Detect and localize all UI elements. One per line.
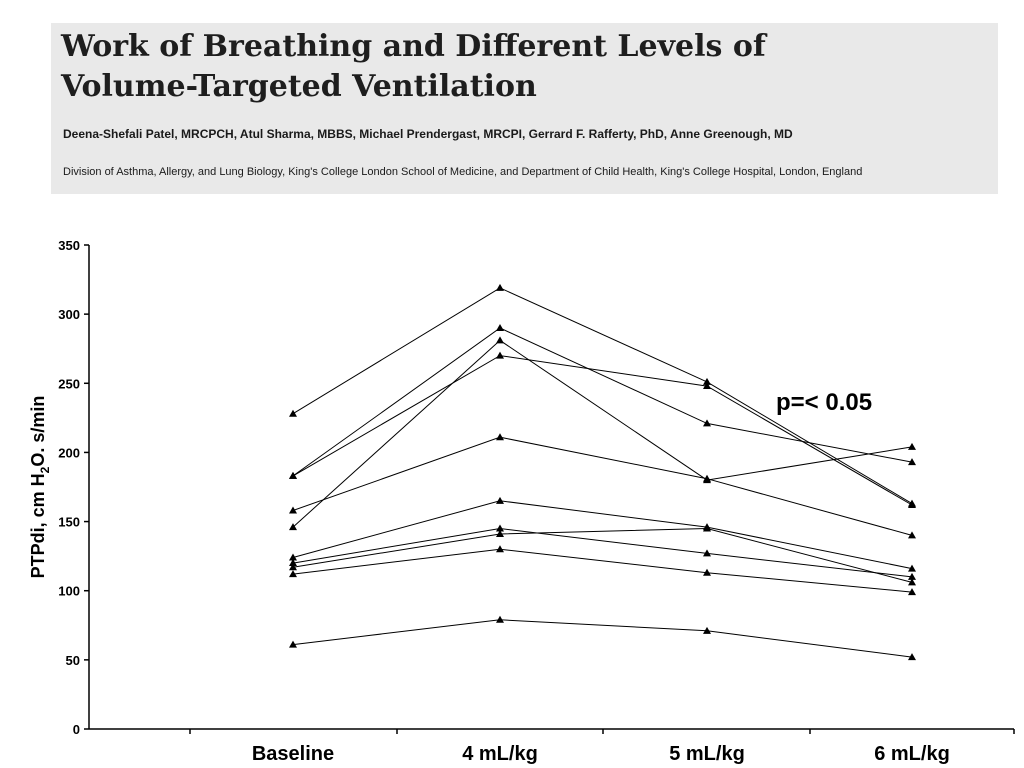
chart-axes — [88, 245, 1014, 730]
data-point-marker — [908, 442, 916, 450]
article-title-line-2: Volume-Targeted Ventilation — [61, 69, 537, 104]
article-header: Work of Breathing and Different Levels o… — [51, 23, 998, 194]
y-tick-label: 150 — [58, 515, 80, 530]
data-point-marker — [496, 524, 504, 532]
data-point-marker — [908, 578, 916, 586]
data-point-marker — [289, 570, 297, 578]
data-point-marker — [289, 553, 297, 561]
series-path — [292, 500, 913, 570]
data-point-marker — [496, 496, 504, 504]
data-point-marker — [908, 653, 916, 661]
y-tick-label: 250 — [58, 376, 80, 391]
x-tick-label: 4 mL/kg — [462, 743, 538, 765]
data-point-marker — [908, 458, 916, 466]
series-line — [289, 615, 916, 661]
x-tick-label: Baseline — [252, 743, 334, 765]
data-point-marker — [289, 563, 297, 571]
series-line — [289, 545, 916, 596]
series-path — [292, 327, 913, 477]
series-line — [289, 433, 916, 539]
data-point-marker — [908, 500, 916, 508]
data-point-marker — [496, 615, 504, 623]
data-point-marker — [289, 471, 297, 479]
author-list: Deena-Shefali Patel, MRCPCH, Atul Sharma… — [63, 127, 793, 141]
data-point-marker — [908, 572, 916, 580]
article-title: Work of Breathing and Different Levels o… — [61, 27, 766, 107]
y-ticks: 0 50 100 150 200 250 300 350 — [58, 238, 89, 737]
data-point-marker — [496, 351, 504, 359]
data-point-marker — [703, 474, 711, 482]
y-tick-label: 200 — [58, 445, 80, 460]
data-point-marker — [289, 523, 297, 531]
data-point-marker — [703, 419, 711, 427]
data-point-marker — [703, 626, 711, 634]
y-axis-label: PTPdi, cm H2O. s/min — [28, 396, 52, 579]
data-point-marker — [908, 588, 916, 596]
data-point-marker — [703, 549, 711, 557]
y-tick-label: 300 — [58, 307, 80, 322]
x-ticks: Baseline 4 mL/kg 5 mL/kg 6 mL/kg — [189, 729, 1015, 765]
p-value-annotation: p=< 0.05 — [776, 389, 872, 416]
x-tick-label: 5 mL/kg — [669, 743, 745, 765]
data-point-marker — [496, 545, 504, 553]
series-path — [292, 527, 913, 578]
series-path — [292, 548, 913, 593]
y-axis-label-part-1: PTPdi, cm H — [28, 473, 48, 578]
data-point-marker — [496, 336, 504, 344]
data-point-marker — [908, 564, 916, 572]
series-path — [292, 355, 913, 506]
data-point-marker — [289, 559, 297, 567]
y-tick-label: 0 — [73, 722, 80, 737]
series-path — [292, 339, 913, 528]
affiliation: Division of Asthma, Allergy, and Lung Bi… — [63, 166, 863, 178]
series-path — [292, 619, 913, 658]
data-point-marker — [496, 433, 504, 441]
series-path — [292, 527, 913, 583]
data-point-marker — [908, 531, 916, 539]
series-line — [289, 524, 916, 586]
series-line — [289, 336, 916, 531]
data-point-marker — [289, 409, 297, 417]
series-path — [292, 436, 913, 536]
data-point-marker — [703, 524, 711, 532]
series-line — [289, 524, 916, 580]
x-tick-label: 6 mL/kg — [874, 743, 950, 765]
y-axis-label-part-2: O. s/min — [28, 396, 48, 467]
data-point-marker — [703, 568, 711, 576]
y-axis-label-subscript: 2 — [38, 466, 52, 473]
data-point-marker — [496, 323, 504, 331]
series-group — [289, 283, 916, 661]
data-point-marker — [496, 283, 504, 291]
series-line — [289, 351, 916, 508]
data-point-marker — [703, 382, 711, 390]
y-tick-label: 350 — [58, 238, 80, 253]
data-point-marker — [289, 640, 297, 648]
y-tick-label: 100 — [58, 584, 80, 599]
data-point-marker — [703, 377, 711, 385]
data-point-marker — [496, 530, 504, 538]
article-title-line-1: Work of Breathing and Different Levels o… — [61, 29, 766, 64]
data-point-marker — [289, 506, 297, 514]
y-tick-label: 50 — [66, 653, 80, 668]
